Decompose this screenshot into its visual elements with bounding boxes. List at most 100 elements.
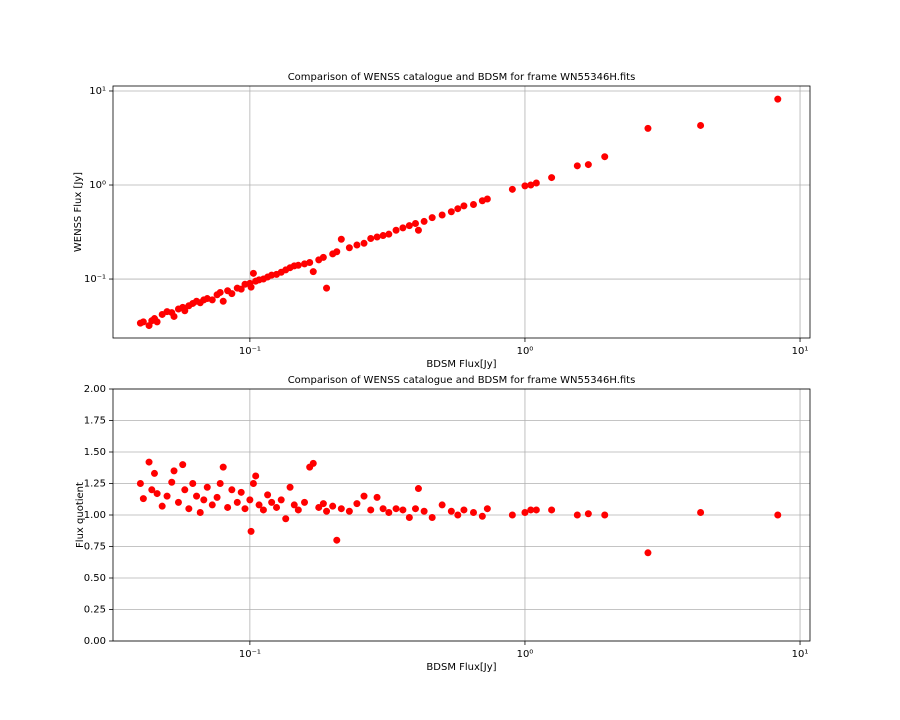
data-point xyxy=(367,506,375,514)
data-point xyxy=(333,536,341,544)
data-point xyxy=(508,185,516,193)
plot-frame xyxy=(112,85,811,339)
data-point xyxy=(521,508,529,516)
data-point xyxy=(573,162,581,170)
data-point xyxy=(584,161,592,169)
x-tick-label: 10¹ xyxy=(792,649,809,660)
data-point xyxy=(774,511,782,519)
data-point xyxy=(268,498,276,506)
data-point xyxy=(259,506,267,514)
data-point xyxy=(290,501,298,509)
y-tick-label: 1.25 xyxy=(84,479,106,490)
data-point xyxy=(315,503,323,511)
data-point xyxy=(241,505,249,513)
data-point xyxy=(360,492,368,500)
data-point xyxy=(405,222,413,230)
data-point xyxy=(255,501,263,509)
data-point xyxy=(428,214,436,222)
data-point xyxy=(469,508,477,516)
data-point xyxy=(277,496,285,504)
data-point xyxy=(460,506,468,514)
data-point xyxy=(548,506,556,514)
data-point xyxy=(420,507,428,515)
data-point xyxy=(158,502,166,510)
data-point xyxy=(399,224,407,232)
x-tick-label: 10¹ xyxy=(792,346,809,357)
data-point xyxy=(438,501,446,509)
data-point xyxy=(460,202,468,210)
data-point xyxy=(584,510,592,518)
y-tick-label: 0.25 xyxy=(84,605,106,616)
data-point xyxy=(353,241,361,249)
data-point xyxy=(483,505,491,513)
data-point xyxy=(174,498,182,506)
data-point xyxy=(414,226,422,234)
data-point xyxy=(319,253,327,261)
y-axis-label: WENSS Flux [Jy] xyxy=(73,172,84,252)
data-point xyxy=(252,472,260,480)
data-point xyxy=(249,269,257,277)
data-point xyxy=(203,483,211,491)
data-point xyxy=(601,511,609,519)
y-tick-label: 10⁰ xyxy=(89,180,106,191)
data-point xyxy=(237,488,245,496)
data-point xyxy=(224,503,232,511)
data-point xyxy=(213,493,221,501)
y-tick-label: 0.50 xyxy=(84,573,106,584)
data-point xyxy=(697,508,705,516)
data-point xyxy=(246,496,254,504)
data-point xyxy=(428,514,436,522)
data-point xyxy=(483,195,491,203)
data-point xyxy=(294,261,302,269)
data-point xyxy=(447,208,455,216)
data-point xyxy=(447,507,455,515)
data-point xyxy=(216,480,224,487)
data-point xyxy=(153,318,161,326)
data-point xyxy=(379,232,387,240)
data-point xyxy=(200,496,208,504)
data-point xyxy=(168,478,176,486)
data-point xyxy=(478,512,486,520)
data-point xyxy=(319,500,327,508)
y-tick-label: 10⁻¹ xyxy=(84,274,106,285)
data-point xyxy=(454,511,462,519)
data-point xyxy=(329,502,337,510)
data-point xyxy=(139,318,147,326)
data-point xyxy=(233,498,241,506)
data-point xyxy=(392,226,400,234)
data-point xyxy=(150,469,158,477)
data-point xyxy=(508,511,516,519)
data-point xyxy=(697,121,705,129)
data-point xyxy=(323,507,331,515)
x-axis-label: BDSM Flux[Jy] xyxy=(426,662,496,673)
data-point xyxy=(333,248,341,256)
y-tick-label: 0.75 xyxy=(84,542,106,553)
data-point xyxy=(294,506,302,514)
data-point xyxy=(367,234,375,242)
data-point xyxy=(411,505,419,513)
data-point xyxy=(196,508,204,516)
data-point xyxy=(373,493,381,501)
data-point xyxy=(181,486,189,494)
data-point xyxy=(411,219,419,227)
data-point xyxy=(228,486,236,494)
data-point xyxy=(228,290,236,298)
data-point xyxy=(179,461,187,469)
data-point xyxy=(219,297,227,305)
x-tick-label: 10⁻¹ xyxy=(239,649,261,660)
data-point xyxy=(219,463,227,471)
data-point xyxy=(136,480,144,487)
y-tick-label: 10¹ xyxy=(89,86,106,97)
data-point xyxy=(301,498,309,506)
x-axis-label: BDSM Flux[Jy] xyxy=(426,359,496,370)
data-point xyxy=(385,508,393,516)
y-tick-label: 1.00 xyxy=(84,510,106,521)
data-point xyxy=(208,296,216,304)
x-tick-label: 10⁰ xyxy=(517,346,534,357)
data-point xyxy=(337,505,345,513)
data-point xyxy=(644,549,652,557)
data-point xyxy=(309,268,317,276)
data-point xyxy=(337,235,345,243)
chart-title: Comparison of WENSS catalogue and BDSM f… xyxy=(288,72,636,83)
